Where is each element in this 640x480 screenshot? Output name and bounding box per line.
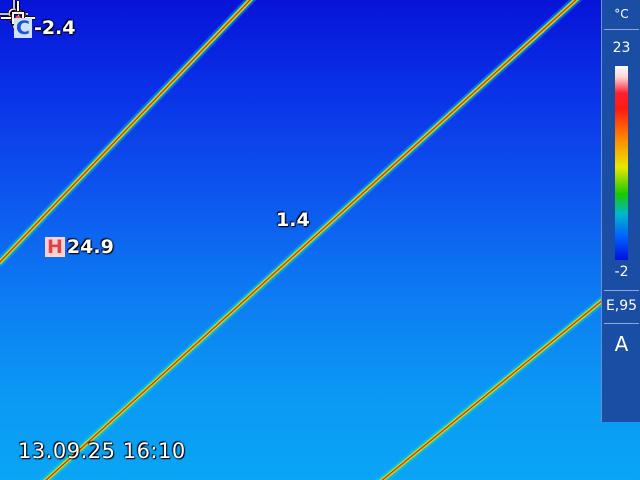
heating-line-1 — [0, 0, 257, 267]
timestamp: 13.09.25 16:10 — [18, 439, 186, 463]
cold-spot-value: -2.4 — [33, 17, 76, 39]
emissivity-label: E,95 — [605, 298, 638, 314]
hot-spot-tag: H — [45, 236, 65, 258]
date-label: 13.09.25 — [18, 439, 116, 463]
scale-divider — [604, 323, 639, 324]
cold-spot-tag: C — [14, 17, 32, 39]
center-spot-value: 1.4 — [276, 209, 310, 231]
range-mode-label: A — [614, 332, 629, 356]
scale-divider — [604, 29, 639, 30]
heating-line-3 — [375, 263, 640, 480]
temperature-scale-panel: °C 23 -2 E,95 A — [601, 0, 640, 422]
scale-divider — [604, 290, 639, 291]
scale-max-label: 23 — [612, 40, 631, 56]
hot-spot-value: 24.9 — [66, 236, 114, 258]
cold-spot-label: C -2.4 — [14, 17, 76, 39]
time-label: 16:10 — [122, 439, 186, 463]
color-scale-bar — [615, 66, 628, 260]
hot-spot-label: H 24.9 — [45, 236, 114, 258]
heating-line-2 — [39, 0, 583, 480]
unit-label: °C — [614, 7, 629, 21]
scale-min-label: -2 — [614, 264, 629, 280]
